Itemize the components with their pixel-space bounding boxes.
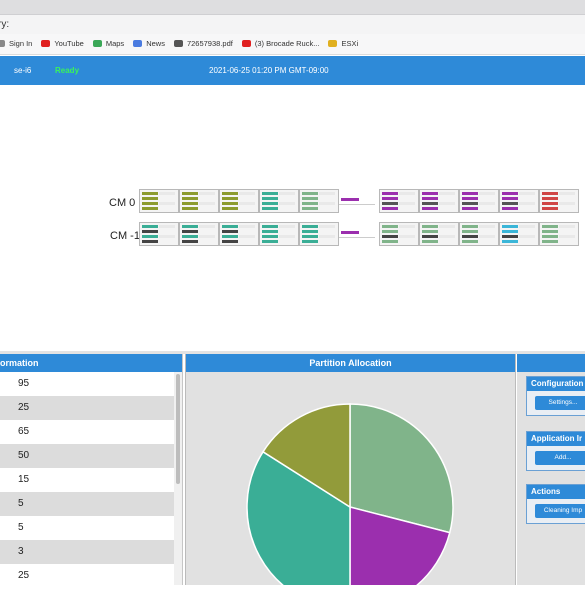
cm-cell[interactable] bbox=[459, 189, 499, 213]
bookmark-item[interactable]: 72657938.pdf bbox=[173, 34, 233, 54]
info-row: 5 bbox=[0, 492, 182, 516]
scrollbar-thumb[interactable] bbox=[176, 374, 180, 484]
cm-cell[interactable] bbox=[339, 189, 379, 213]
info-value: 25 bbox=[18, 570, 30, 581]
bookmark-item[interactable]: ESXi bbox=[328, 34, 358, 54]
sign-in-icon bbox=[0, 40, 5, 47]
info-value: 50 bbox=[18, 450, 30, 461]
bookmark-label: ESXi bbox=[341, 39, 359, 48]
cm-cell[interactable] bbox=[379, 189, 419, 213]
info-value: 5 bbox=[18, 522, 24, 533]
info-value: 3 bbox=[18, 546, 24, 557]
cm-row-label: CM -1 bbox=[110, 230, 140, 242]
actions-panel-header bbox=[517, 354, 585, 372]
info-row: 65 bbox=[0, 420, 182, 444]
info-value: 95 bbox=[18, 378, 30, 389]
app-header: se-i6 Ready 2021-06-25 01:20 PM GMT-09:0… bbox=[0, 56, 585, 85]
pie-slice[interactable] bbox=[261, 403, 351, 509]
actions-section: Actions Cleaning Imp bbox=[526, 484, 585, 524]
browser-titlebar bbox=[0, 0, 585, 15]
pie-chart bbox=[246, 403, 454, 590]
cm-row-label: CM 0 bbox=[109, 197, 136, 209]
actions-title: Actions bbox=[527, 485, 585, 499]
bookmark-label: Maps bbox=[105, 39, 125, 48]
info-value: 5 bbox=[18, 498, 24, 509]
info-row: 25 bbox=[0, 396, 182, 420]
pie-slice[interactable] bbox=[349, 403, 454, 534]
cm-cell[interactable] bbox=[539, 222, 579, 246]
configuration-section: Configuration Settings... bbox=[526, 376, 585, 416]
cm-cell[interactable] bbox=[219, 189, 259, 213]
cm-cell[interactable] bbox=[419, 189, 459, 213]
application-section: Application Ir Add... bbox=[526, 431, 585, 471]
cm-cell[interactable] bbox=[539, 189, 579, 213]
info-row: 25 bbox=[0, 564, 182, 588]
bookmark-label: YouTube bbox=[54, 39, 84, 48]
maps-icon bbox=[92, 40, 102, 47]
pie-slice[interactable] bbox=[246, 450, 351, 590]
info-list: 95 25 65 50 15 5 5 3 25 bbox=[0, 372, 182, 588]
cm-cell[interactable] bbox=[179, 222, 219, 246]
header-datetime: 2021-06-25 01:20 PM GMT-09:00 bbox=[209, 66, 329, 75]
information-panel-header: formation bbox=[0, 354, 182, 372]
splitter[interactable] bbox=[0, 351, 585, 354]
cm-cell[interactable] bbox=[339, 222, 379, 246]
info-value: 65 bbox=[18, 426, 30, 437]
bookmark-item[interactable]: Sign In bbox=[0, 34, 32, 54]
address-bar[interactable]: ry: bbox=[0, 15, 585, 34]
globe-icon bbox=[173, 40, 183, 47]
info-row: 50 bbox=[0, 444, 182, 468]
address-text: ry: bbox=[0, 19, 10, 30]
cm-cell[interactable] bbox=[299, 222, 339, 246]
cm-diagram: CM 0 CM -1 bbox=[0, 85, 585, 351]
actions-panel: Configuration Settings... Application Ir… bbox=[517, 354, 585, 585]
cm-cell[interactable] bbox=[299, 189, 339, 213]
status-badge: Ready bbox=[55, 66, 80, 75]
info-value: 15 bbox=[18, 474, 30, 485]
settings-button[interactable]: Settings... bbox=[535, 396, 585, 410]
cm-cell[interactable] bbox=[459, 222, 499, 246]
host-name: se-i6 bbox=[14, 66, 32, 75]
bookmark-label: Sign In bbox=[9, 39, 33, 48]
cm-cell[interactable] bbox=[499, 222, 539, 246]
cm-cell[interactable] bbox=[259, 222, 299, 246]
youtube-icon bbox=[241, 40, 251, 47]
bookmark-item[interactable]: (3) Brocade Ruck... bbox=[241, 34, 320, 54]
cm-cell[interactable] bbox=[259, 189, 299, 213]
info-row: 95 bbox=[0, 372, 182, 396]
cm-cell[interactable] bbox=[179, 189, 219, 213]
cleaning-button[interactable]: Cleaning Imp bbox=[535, 504, 585, 518]
bookmark-item[interactable]: News bbox=[133, 34, 165, 54]
cm-cell[interactable] bbox=[499, 189, 539, 213]
cm-cell[interactable] bbox=[379, 222, 419, 246]
bookmarks-bar: Sign In YouTube Maps News 72657938.pdf (3) Br… bbox=[0, 34, 585, 55]
bookmark-label: 72657938.pdf bbox=[186, 39, 233, 48]
cm-cell[interactable] bbox=[139, 189, 179, 213]
info-row: 15 bbox=[0, 468, 182, 492]
application-title: Application Ir bbox=[527, 432, 585, 446]
esxi-icon bbox=[328, 40, 338, 47]
information-panel: formation 95 25 65 50 15 5 5 3 25 bbox=[0, 354, 183, 585]
add-button[interactable]: Add... bbox=[535, 451, 585, 465]
bookmark-item[interactable]: Maps bbox=[92, 34, 125, 54]
partition-allocation-panel: Partition Allocation bbox=[185, 354, 516, 590]
cm-cell[interactable] bbox=[219, 222, 259, 246]
partition-allocation-header: Partition Allocation bbox=[186, 354, 515, 372]
cm-cell[interactable] bbox=[419, 222, 459, 246]
bookmark-item[interactable]: YouTube bbox=[41, 34, 84, 54]
info-value: 25 bbox=[18, 402, 30, 413]
partition-allocation-title: Partition Allocation bbox=[309, 358, 392, 368]
youtube-icon bbox=[41, 40, 51, 47]
info-row: 3 bbox=[0, 540, 182, 564]
bookmark-label: (3) Brocade Ruck... bbox=[254, 39, 320, 48]
configuration-title: Configuration bbox=[527, 377, 585, 391]
info-row: 5 bbox=[0, 516, 182, 540]
cm-cell[interactable] bbox=[139, 222, 179, 246]
news-icon bbox=[133, 40, 143, 47]
bookmark-label: News bbox=[146, 39, 165, 48]
information-panel-title: formation bbox=[0, 358, 39, 368]
